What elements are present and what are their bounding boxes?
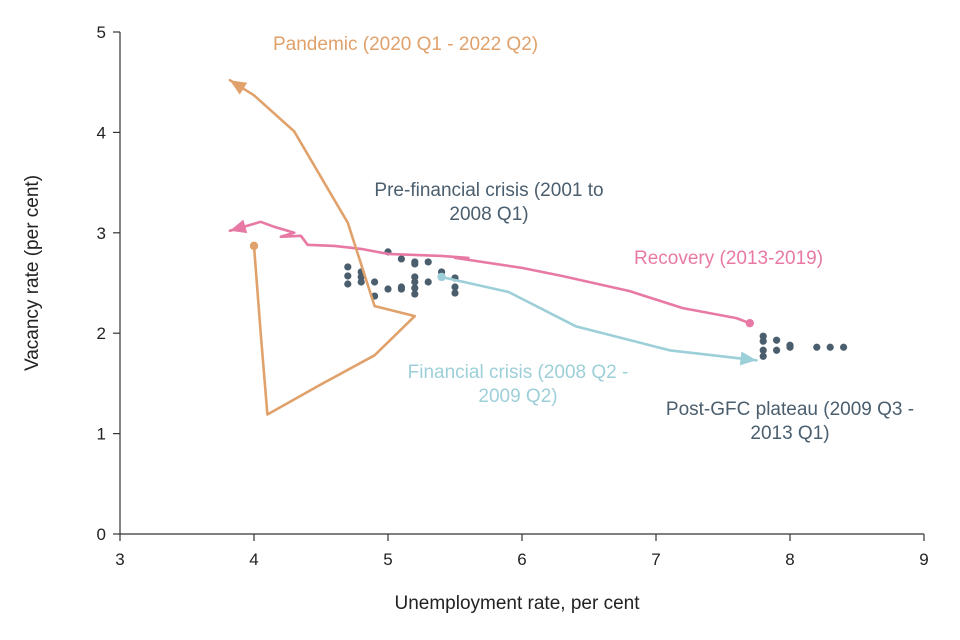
annotation-line: Recovery (2013-2019): [634, 248, 823, 269]
data-point: [451, 289, 459, 297]
y-tick-label: 2: [97, 324, 106, 343]
series-arrowhead: [739, 351, 757, 366]
data-point: [411, 278, 419, 286]
data-point: [759, 332, 767, 340]
data-point: [411, 273, 419, 281]
annotation-recovery-2013-2019: Recovery (2013-2019): [634, 248, 823, 269]
data-point: [424, 278, 432, 286]
annotation-pre-financial-crisis-2001-to-2008-q1: Pre-financial crisis (2001 to 2008 Q1): [374, 180, 603, 225]
y-tick-label: 5: [97, 23, 106, 42]
annotation-line: Pandemic (2020 Q1 - 2022 Q2): [273, 34, 538, 55]
data-point: [357, 278, 365, 286]
data-point: [411, 284, 419, 292]
x-tick-label: 9: [919, 550, 928, 569]
annotation-line: 2013 Q1): [750, 423, 829, 444]
series-arrowhead: [229, 80, 248, 95]
annotation-line: 2008 Q1): [449, 204, 528, 225]
data-point: [357, 273, 365, 281]
data-point: [411, 290, 419, 298]
annotation-line: 2009 Q2): [478, 386, 557, 407]
annotation-line: Financial crisis (2008 Q2 -: [408, 362, 629, 383]
data-point: [344, 280, 352, 288]
data-point: [840, 343, 848, 351]
x-tick-label: 4: [249, 550, 258, 569]
data-point: [759, 352, 767, 360]
annotation-financial-crisis-2008-q2-2009-q2: Financial crisis (2008 Q2 - 2009 Q2): [408, 362, 629, 407]
y-tick-label: 0: [97, 525, 106, 544]
data-point: [397, 255, 405, 263]
series-financial-crisis-2008-q2-2009-q2: [437, 272, 758, 366]
series-start-marker: [437, 272, 446, 282]
series-line: [440, 275, 758, 362]
data-point: [424, 258, 432, 266]
data-point: [773, 346, 781, 354]
data-point: [397, 285, 405, 293]
series-recovery-2013-2019: [228, 219, 754, 328]
data-point: [826, 343, 834, 351]
series-line: [228, 220, 752, 325]
data-point: [344, 263, 352, 271]
series-line: [228, 78, 417, 416]
y-axis-title: Vacancy rate (per cent): [22, 175, 43, 371]
data-point: [759, 337, 767, 345]
data-point: [384, 285, 392, 293]
data-point: [773, 336, 781, 344]
series-pandemic-2020-q1-2022-q2: [228, 78, 417, 416]
data-point: [786, 343, 794, 351]
data-point: [813, 343, 821, 351]
data-point: [451, 283, 459, 291]
series-start-marker: [249, 241, 259, 251]
x-tick-label: 3: [115, 550, 124, 569]
annotation-line: Pre-financial crisis (2001 to: [374, 180, 603, 201]
x-tick-label: 8: [785, 550, 794, 569]
x-tick-label: 7: [651, 550, 660, 569]
series-pre-financial-crisis-2001-to-2008-q1: [344, 248, 459, 300]
annotation-pandemic-2020-q1-2022-q2: Pandemic (2020 Q1 - 2022 Q2): [273, 34, 538, 55]
x-axis-title: Unemployment rate, per cent: [394, 593, 640, 614]
y-tick-label: 4: [97, 123, 106, 142]
series-arrowhead: [229, 219, 248, 234]
data-point: [759, 346, 767, 354]
data-point: [344, 272, 352, 280]
series-post-gfc-plateau-2009-q3-2013-q1: [759, 332, 848, 360]
annotation-post-gfc-plateau-2009-q3-2013-q1: Post-GFC plateau (2009 Q3 - 2013 Q1): [666, 399, 914, 444]
x-tick-label: 6: [517, 550, 526, 569]
data-point: [371, 278, 379, 286]
y-tick-label: 3: [97, 224, 106, 243]
y-tick-label: 1: [97, 425, 106, 444]
data-point: [411, 260, 419, 268]
series-start-marker: [745, 318, 754, 328]
annotation-line: Post-GFC plateau (2009 Q3 -: [666, 399, 914, 420]
x-tick-label: 5: [383, 550, 392, 569]
